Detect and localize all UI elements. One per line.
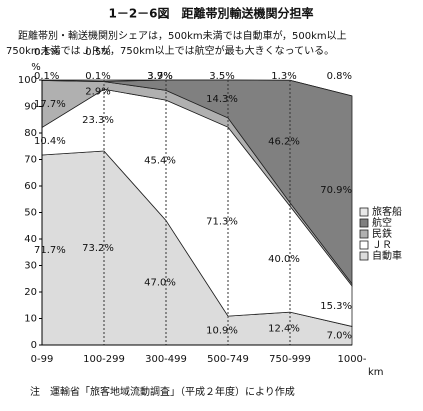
x-tick-label: 100-299 bbox=[83, 354, 125, 365]
legend-label: 自動車 bbox=[372, 249, 402, 262]
y-tick-label: 70 bbox=[24, 155, 37, 166]
value-label: 12.4% bbox=[268, 324, 300, 335]
y-tick-label: 10 bbox=[24, 314, 37, 325]
legend-label: 航空 bbox=[372, 216, 392, 229]
value-label: 70.9% bbox=[320, 185, 352, 196]
value-label: 2.9% bbox=[85, 87, 110, 98]
value-label: 15.3% bbox=[320, 301, 352, 312]
legend-label: 旅客船 bbox=[372, 205, 402, 218]
x-tick-label: 500-749 bbox=[207, 354, 249, 365]
value-label: 23.3% bbox=[82, 115, 114, 126]
value-label: 40.0% bbox=[268, 254, 300, 265]
x-tick-label: 0-99 bbox=[31, 354, 54, 365]
value-label: 71.7% bbox=[34, 245, 66, 256]
y-tick-label: 30 bbox=[24, 261, 37, 272]
note: 注 運輸省「旅客地域流動調査」（平成２年度）により作成 bbox=[30, 385, 295, 398]
legend-swatch bbox=[359, 240, 369, 250]
x-axis-label: km bbox=[368, 367, 384, 378]
value-label: 46.2% bbox=[268, 136, 300, 147]
y-tick-label: 90 bbox=[24, 102, 37, 113]
y-tick-label: 100 bbox=[18, 75, 37, 86]
value-label: 0.1% bbox=[34, 47, 59, 58]
value-label: 3.9% bbox=[147, 71, 172, 82]
y-tick-label: 0 bbox=[31, 340, 37, 351]
y-tick-label: 50 bbox=[24, 208, 37, 219]
value-label: 10.9% bbox=[206, 326, 238, 337]
value-label: 3.7% bbox=[147, 71, 172, 82]
area bbox=[41, 79, 353, 97]
legend-label: 民鉄 bbox=[372, 227, 392, 240]
y-tick-label: 60 bbox=[24, 181, 37, 192]
value-label: 0.8% bbox=[327, 71, 352, 82]
subtitle: 750km未満ではＪＲが，750km以上では航空が最も大きくなっている。 bbox=[6, 44, 334, 57]
value-label: 0.1% bbox=[34, 71, 59, 82]
x-tick-label: 1000- bbox=[337, 354, 366, 365]
legend-swatch bbox=[359, 207, 369, 217]
value-label: 17.7% bbox=[34, 99, 66, 110]
y-tick-label: 80 bbox=[24, 128, 37, 139]
subtitle: 距離帯別・輸送機関別シェアは，500km未満では自動車が，500km以上 bbox=[18, 29, 347, 42]
legend-swatch bbox=[359, 218, 369, 228]
legend-swatch bbox=[359, 251, 369, 261]
value-label: 45.4% bbox=[144, 155, 176, 166]
chart-title: 1－2－6図 距離帯別輸送機関分担率 bbox=[108, 6, 313, 21]
x-tick-label: 300-499 bbox=[145, 354, 187, 365]
value-label: 14.3% bbox=[206, 94, 238, 105]
value-label: 73.2% bbox=[82, 243, 114, 254]
legend-label: ＪＲ bbox=[372, 240, 392, 251]
value-label: 71.3% bbox=[206, 217, 238, 228]
y-tick-label: 20 bbox=[24, 287, 37, 298]
value-label: 1.3% bbox=[271, 71, 296, 82]
value-label: 7.0% bbox=[327, 331, 352, 342]
value-label: 0.5% bbox=[85, 47, 110, 58]
value-label: 10.4% bbox=[34, 136, 66, 147]
x-tick-label: 750-999 bbox=[269, 354, 311, 365]
value-label: 3.5% bbox=[209, 71, 234, 82]
y-tick-label: 40 bbox=[24, 234, 37, 245]
y-axis-label: % bbox=[31, 62, 41, 73]
value-label: 0.1% bbox=[85, 71, 110, 82]
value-label: 47.0% bbox=[144, 278, 176, 289]
legend-swatch bbox=[359, 229, 369, 239]
